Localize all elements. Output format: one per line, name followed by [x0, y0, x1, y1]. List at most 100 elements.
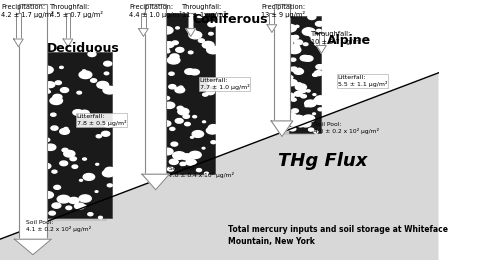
Circle shape — [314, 97, 326, 105]
Text: Throughfall:
10 ± 0.7 μg/m²: Throughfall: 10 ± 0.7 μg/m² — [312, 31, 362, 46]
Circle shape — [307, 123, 310, 125]
Circle shape — [45, 82, 55, 88]
Polygon shape — [13, 39, 23, 47]
Circle shape — [302, 28, 315, 35]
Circle shape — [290, 58, 296, 61]
Circle shape — [74, 203, 84, 209]
Circle shape — [315, 37, 321, 40]
Circle shape — [102, 82, 107, 86]
Circle shape — [62, 148, 68, 152]
Circle shape — [169, 84, 176, 89]
Text: Throughfall:
11 ± 1 μg/m²: Throughfall: 11 ± 1 μg/m² — [182, 4, 226, 18]
Polygon shape — [267, 25, 277, 32]
Circle shape — [288, 76, 293, 79]
Text: Coniferous: Coniferous — [192, 13, 268, 26]
Bar — [157, 40, 205, 177]
Circle shape — [188, 51, 193, 54]
Circle shape — [44, 138, 50, 141]
Circle shape — [162, 121, 171, 126]
Circle shape — [290, 67, 297, 71]
Circle shape — [294, 69, 303, 74]
Circle shape — [176, 48, 184, 52]
Circle shape — [79, 71, 92, 79]
Circle shape — [301, 95, 306, 98]
Text: Precipitation:
4.2 ± 1.7 μg/m²: Precipitation: 4.2 ± 1.7 μg/m² — [1, 4, 54, 18]
Text: Litterfall:
7.8 ± 0.5 μg/m²: Litterfall: 7.8 ± 0.5 μg/m² — [77, 114, 126, 126]
Bar — [269, 13, 274, 25]
Circle shape — [186, 159, 196, 165]
Circle shape — [301, 56, 310, 60]
Circle shape — [77, 91, 82, 94]
Circle shape — [162, 148, 173, 155]
Bar — [288, 16, 322, 133]
Circle shape — [180, 162, 186, 166]
Circle shape — [294, 92, 302, 96]
Circle shape — [318, 108, 323, 111]
Circle shape — [306, 90, 310, 92]
Circle shape — [179, 86, 183, 88]
Circle shape — [171, 142, 178, 146]
Circle shape — [46, 90, 50, 93]
Polygon shape — [317, 46, 326, 53]
Circle shape — [104, 61, 112, 66]
Circle shape — [207, 46, 220, 54]
Circle shape — [190, 69, 199, 75]
Bar — [165, 13, 215, 174]
Circle shape — [314, 71, 323, 76]
Circle shape — [168, 56, 180, 64]
Circle shape — [175, 119, 183, 123]
Circle shape — [292, 115, 305, 123]
Bar — [145, 4, 166, 174]
Text: THg Flux: THg Flux — [278, 152, 368, 170]
Circle shape — [178, 108, 189, 115]
Text: Soil Pool:
7.0 ± 0.4 x 10² μg/m²: Soil Pool: 7.0 ± 0.4 x 10² μg/m² — [169, 166, 234, 178]
Circle shape — [52, 170, 57, 173]
Circle shape — [185, 122, 190, 126]
Circle shape — [285, 113, 296, 119]
Circle shape — [41, 66, 53, 74]
Bar — [283, 36, 315, 135]
Circle shape — [164, 42, 174, 48]
Circle shape — [108, 184, 112, 187]
Circle shape — [196, 13, 204, 17]
Circle shape — [316, 65, 324, 69]
Circle shape — [172, 41, 178, 44]
Circle shape — [45, 144, 56, 151]
Circle shape — [183, 114, 190, 118]
Circle shape — [60, 161, 68, 166]
Bar — [16, 13, 21, 39]
Circle shape — [290, 121, 299, 126]
Circle shape — [306, 28, 310, 30]
Bar — [37, 80, 107, 221]
Circle shape — [312, 113, 315, 115]
Circle shape — [300, 89, 306, 93]
Text: Precipitation:
4.4 ± 1.0 μg/m²: Precipitation: 4.4 ± 1.0 μg/m² — [130, 4, 182, 18]
Circle shape — [193, 30, 196, 32]
Text: Litterfall:
5.5 ± 1.1 μg/m²: Litterfall: 5.5 ± 1.1 μg/m² — [338, 75, 387, 87]
Circle shape — [202, 41, 214, 48]
Bar — [319, 32, 324, 46]
Circle shape — [169, 159, 178, 164]
Circle shape — [208, 125, 218, 130]
Circle shape — [206, 127, 218, 134]
Bar — [44, 52, 112, 218]
Polygon shape — [139, 29, 148, 36]
Circle shape — [170, 54, 179, 59]
Circle shape — [175, 87, 185, 93]
Circle shape — [288, 42, 293, 45]
Circle shape — [192, 131, 204, 137]
Text: Alpine: Alpine — [326, 34, 371, 47]
Circle shape — [64, 127, 68, 130]
Circle shape — [292, 109, 299, 113]
Circle shape — [211, 141, 216, 144]
Circle shape — [203, 93, 208, 96]
Circle shape — [209, 32, 213, 35]
Circle shape — [208, 81, 216, 86]
Circle shape — [53, 95, 60, 99]
Circle shape — [193, 115, 196, 118]
Circle shape — [207, 42, 212, 46]
Circle shape — [42, 88, 49, 92]
Circle shape — [164, 102, 175, 108]
Polygon shape — [142, 174, 169, 190]
Circle shape — [105, 167, 115, 173]
